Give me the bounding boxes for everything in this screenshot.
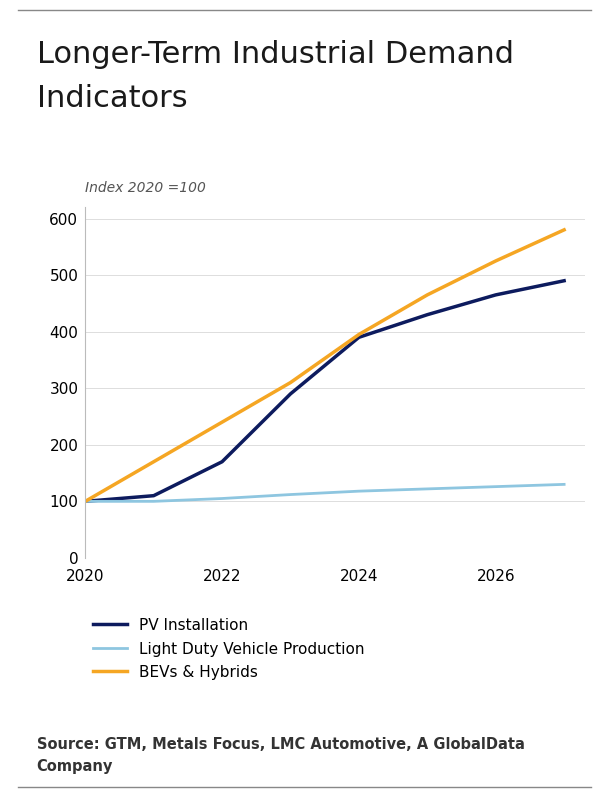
Text: Company: Company xyxy=(37,759,113,774)
Text: Source: GTM, Metals Focus, LMC Automotive, A GlobalData: Source: GTM, Metals Focus, LMC Automotiv… xyxy=(37,737,524,752)
Text: Index 2020 =100: Index 2020 =100 xyxy=(85,181,206,195)
Legend: PV Installation, Light Duty Vehicle Production, BEVs & Hybrids: PV Installation, Light Duty Vehicle Prod… xyxy=(93,618,364,680)
Text: Indicators: Indicators xyxy=(37,84,187,112)
Text: Longer-Term Industrial Demand: Longer-Term Industrial Demand xyxy=(37,40,513,69)
